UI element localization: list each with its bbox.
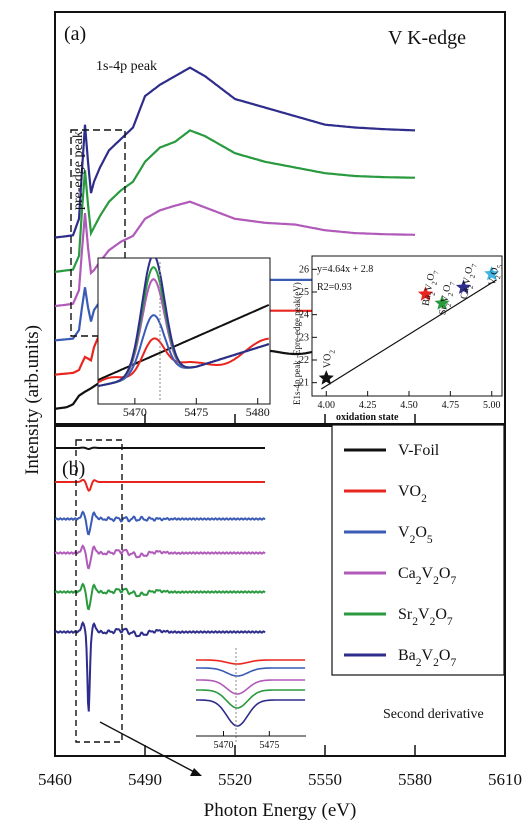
- inset-b-curve-ca2v2o7: [196, 680, 305, 694]
- inset-zoom-a-frame: [98, 258, 270, 404]
- legend-frame: [332, 425, 504, 675]
- y-axis-label: Intensity (arb.units): [22, 325, 43, 475]
- annotation-pre-edge-peak: pre-edge peak: [71, 131, 86, 210]
- inset-a-tick-label: 5470: [123, 405, 147, 419]
- inset-a-tick-label: 5480: [246, 405, 270, 419]
- inset-scatter-r2-text: R2=0.93: [317, 282, 352, 293]
- second-derivative-curve-ca2v2o7: [55, 546, 265, 568]
- annotation-1s4p-peak: 1s-4p peak: [96, 59, 157, 74]
- zoom-arrow-b-head: [190, 768, 202, 776]
- second-derivative-curve-vo2: [55, 480, 265, 491]
- scatter-x-tick-label: 4.00: [318, 400, 336, 411]
- inset-b-tick-label: 5470: [214, 740, 234, 751]
- second-derivative-label: Second derivative: [383, 707, 484, 722]
- inset-b-tick-label: 5475: [259, 740, 279, 751]
- inset-b-curve-ba2v2o7: [196, 700, 305, 726]
- x-tick-label: 5550: [308, 770, 342, 789]
- x-tick-label: 5610: [488, 770, 522, 789]
- inset-b-curve-v2o5: [196, 668, 305, 676]
- second-derivative-curve-sr2v2o7: [55, 584, 265, 609]
- inset-zoom-b-curves: [196, 660, 305, 726]
- panel-b-label: (b): [62, 458, 85, 480]
- inset-b-curve-vo2: [196, 660, 305, 664]
- inset-zoom-b-axis: 5470 5475: [196, 731, 306, 751]
- panel-b-second-derivative-curves: [55, 448, 265, 712]
- inset-b-curve-sr2v2o7: [196, 690, 305, 708]
- zoom-arrow-b: [100, 722, 198, 774]
- x-tick-label: 5520: [218, 770, 252, 789]
- inset-scatter-fit-text: y=4.64x + 2.8: [317, 264, 373, 275]
- x-tick-label: 5460: [38, 770, 72, 789]
- legend-label-v-foil: V-Foil: [398, 442, 440, 459]
- scatter-x-tick-label: 4.75: [442, 400, 460, 411]
- scatter-x-tick-label: 5.00: [483, 400, 501, 411]
- x-axis-label: Photon Energy (eV): [204, 800, 357, 821]
- x-tick-label: 5580: [398, 770, 432, 789]
- panel-a-title: V K-edge: [388, 27, 466, 49]
- panel-a-label: (a): [64, 23, 86, 45]
- second-derivative-curve-v-foil: [55, 448, 265, 449]
- second-derivative-curve-v2o5: [55, 512, 265, 534]
- scatter-x-tick-label: 4.50: [400, 400, 418, 411]
- inset-scatter-xlabel: oxidation state: [336, 412, 399, 423]
- x-tick-label: 5490: [128, 770, 162, 789]
- second-derivative-curve-ba2v2o7: [55, 623, 265, 712]
- inset-a-tick-label: 5475: [184, 405, 208, 419]
- scatter-y-tick-label: 26: [299, 264, 309, 275]
- inset-scatter-ylabel: E1s-4p peak -Epre-edge peak(eV): [292, 282, 302, 405]
- scatter-x-tick-label: 4.25: [359, 400, 377, 411]
